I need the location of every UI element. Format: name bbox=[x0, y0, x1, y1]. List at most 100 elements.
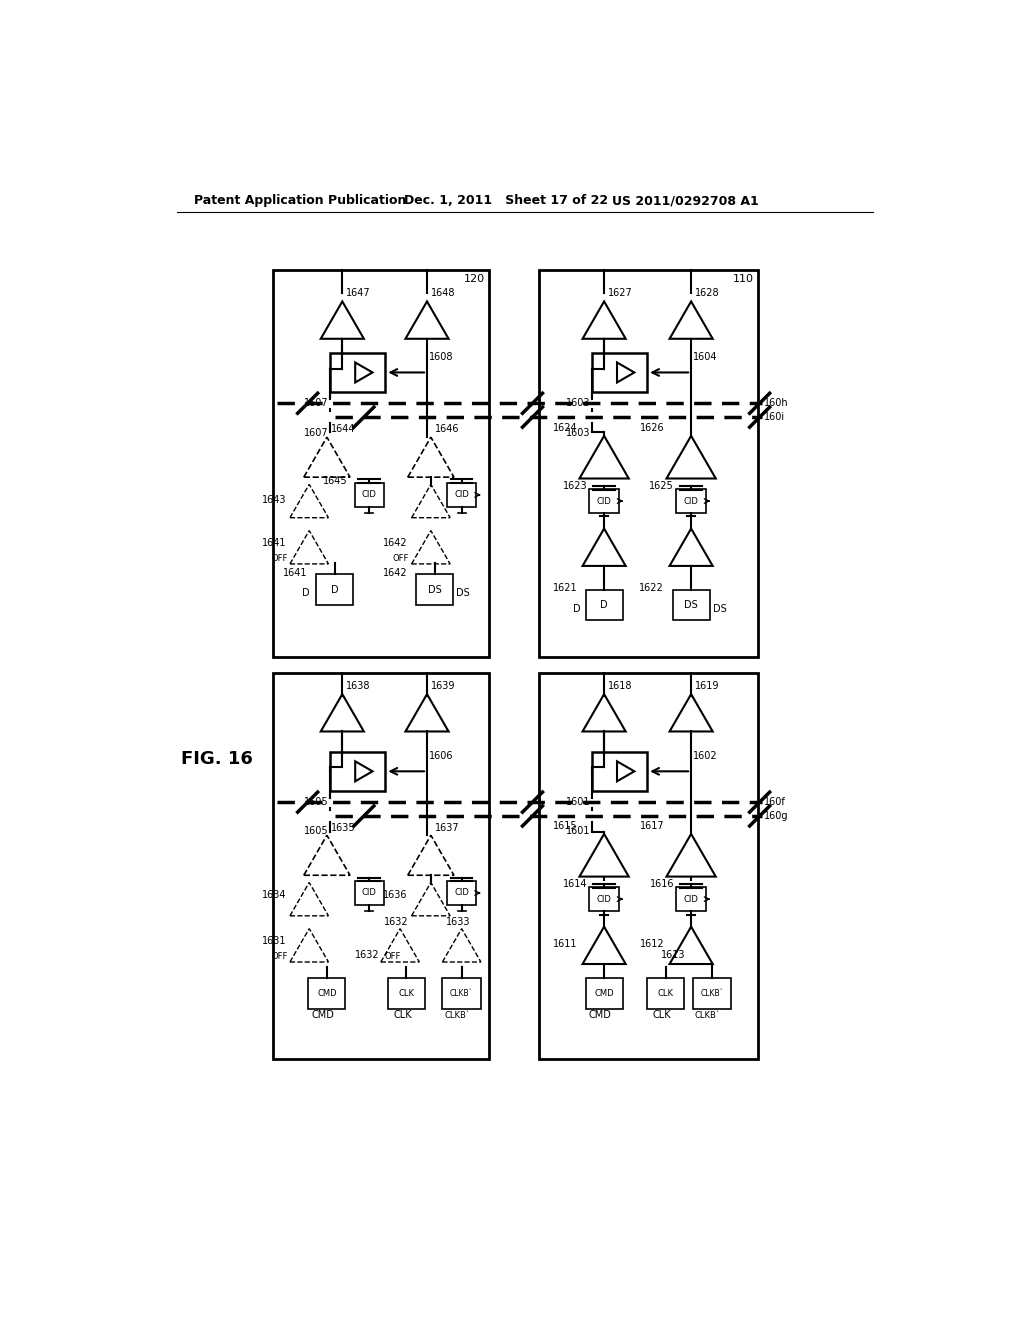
Text: CID: CID bbox=[597, 496, 611, 506]
Text: 1628: 1628 bbox=[695, 288, 720, 298]
Text: 1611: 1611 bbox=[553, 939, 578, 949]
Text: 1622: 1622 bbox=[639, 583, 665, 593]
Text: 1601: 1601 bbox=[565, 826, 590, 837]
Text: D: D bbox=[331, 585, 338, 594]
Text: CMD: CMD bbox=[317, 990, 337, 998]
Text: 1631: 1631 bbox=[261, 936, 286, 946]
Bar bbox=[590, 488, 618, 513]
Text: 1642: 1642 bbox=[383, 568, 408, 578]
Text: CLK: CLK bbox=[393, 1010, 412, 1020]
Polygon shape bbox=[290, 484, 329, 517]
Text: CID: CID bbox=[597, 895, 611, 904]
Polygon shape bbox=[381, 929, 419, 962]
Text: 1637: 1637 bbox=[435, 822, 460, 833]
Bar bbox=[330, 752, 385, 791]
Text: 1624: 1624 bbox=[553, 422, 578, 433]
Text: 1633: 1633 bbox=[445, 917, 470, 927]
Text: 1632: 1632 bbox=[354, 950, 379, 961]
Bar bbox=[354, 880, 384, 906]
Text: 1634: 1634 bbox=[261, 890, 286, 900]
Text: 1632: 1632 bbox=[384, 917, 409, 927]
Polygon shape bbox=[355, 762, 373, 781]
Text: 1606: 1606 bbox=[429, 751, 454, 760]
Polygon shape bbox=[406, 694, 449, 731]
Bar bbox=[677, 887, 706, 911]
Text: 1645: 1645 bbox=[324, 477, 348, 486]
Text: 1605: 1605 bbox=[304, 797, 329, 807]
Text: CID: CID bbox=[455, 888, 469, 898]
Polygon shape bbox=[412, 883, 451, 916]
Text: 1625: 1625 bbox=[649, 480, 674, 491]
Text: CLKB`: CLKB` bbox=[444, 1011, 471, 1020]
Text: US 2011/0292708 A1: US 2011/0292708 A1 bbox=[611, 194, 759, 207]
Polygon shape bbox=[406, 301, 449, 339]
Bar bbox=[673, 590, 710, 620]
Polygon shape bbox=[617, 762, 634, 781]
Polygon shape bbox=[670, 301, 713, 339]
Text: D: D bbox=[573, 603, 581, 614]
Text: 1616: 1616 bbox=[649, 879, 674, 888]
Text: 1602: 1602 bbox=[693, 751, 718, 760]
Text: CLK: CLK bbox=[652, 1010, 671, 1020]
Text: OFF: OFF bbox=[385, 953, 401, 961]
Text: 1621: 1621 bbox=[553, 583, 578, 593]
Bar bbox=[308, 978, 345, 1010]
Bar bbox=[590, 887, 618, 911]
Polygon shape bbox=[290, 883, 329, 916]
Bar bbox=[539, 271, 758, 657]
Polygon shape bbox=[580, 436, 629, 478]
Polygon shape bbox=[667, 436, 716, 478]
Polygon shape bbox=[442, 929, 481, 962]
Text: 160i: 160i bbox=[764, 412, 785, 422]
Bar bbox=[677, 488, 706, 513]
Bar bbox=[388, 978, 425, 1010]
Text: CMD: CMD bbox=[589, 1010, 611, 1020]
Text: 1627: 1627 bbox=[608, 288, 633, 298]
Bar bbox=[692, 978, 731, 1010]
Polygon shape bbox=[667, 834, 716, 876]
Text: 1607: 1607 bbox=[304, 428, 329, 437]
Polygon shape bbox=[321, 694, 364, 731]
Text: D: D bbox=[600, 601, 608, 610]
Text: CLKB`: CLKB` bbox=[695, 1011, 721, 1020]
Text: 160g: 160g bbox=[764, 810, 788, 821]
Text: DS: DS bbox=[457, 589, 470, 598]
Bar bbox=[330, 354, 385, 392]
Text: 1647: 1647 bbox=[346, 288, 371, 298]
Bar bbox=[586, 590, 623, 620]
Polygon shape bbox=[408, 836, 454, 875]
Text: DS: DS bbox=[713, 603, 726, 614]
Text: CID: CID bbox=[684, 496, 698, 506]
Text: 1603: 1603 bbox=[565, 397, 590, 408]
Text: 1607: 1607 bbox=[304, 397, 329, 408]
Text: CID: CID bbox=[455, 491, 469, 499]
Polygon shape bbox=[617, 363, 634, 383]
Polygon shape bbox=[412, 531, 451, 564]
Text: 1646: 1646 bbox=[435, 425, 459, 434]
Polygon shape bbox=[408, 437, 454, 477]
Text: 1648: 1648 bbox=[431, 288, 456, 298]
Polygon shape bbox=[583, 301, 626, 339]
Text: OFF: OFF bbox=[393, 554, 410, 564]
Polygon shape bbox=[304, 437, 350, 477]
Text: 1638: 1638 bbox=[346, 681, 371, 690]
Text: Patent Application Publication: Patent Application Publication bbox=[194, 194, 407, 207]
Text: 1636: 1636 bbox=[383, 890, 408, 900]
Bar bbox=[273, 271, 488, 657]
Text: 1604: 1604 bbox=[693, 352, 718, 362]
Bar bbox=[586, 978, 623, 1010]
Bar bbox=[316, 574, 353, 605]
Text: 1614: 1614 bbox=[562, 879, 587, 888]
Text: CID: CID bbox=[361, 888, 377, 898]
Text: CID: CID bbox=[361, 491, 377, 499]
Text: DS: DS bbox=[428, 585, 441, 594]
Polygon shape bbox=[290, 531, 329, 564]
Polygon shape bbox=[670, 528, 713, 566]
Text: CLKB`: CLKB` bbox=[700, 990, 724, 998]
Text: Dec. 1, 2011   Sheet 17 of 22: Dec. 1, 2011 Sheet 17 of 22 bbox=[403, 194, 608, 207]
Polygon shape bbox=[580, 834, 629, 876]
Text: 120: 120 bbox=[464, 275, 484, 284]
Text: 1641: 1641 bbox=[261, 539, 286, 548]
Bar bbox=[592, 752, 647, 791]
Bar bbox=[416, 574, 454, 605]
